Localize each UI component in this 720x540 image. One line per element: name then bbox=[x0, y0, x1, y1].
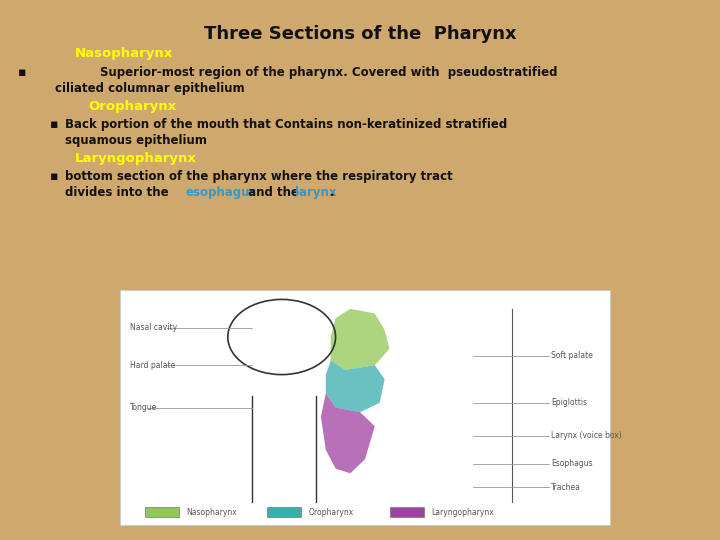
Text: Laryngopharynx: Laryngopharynx bbox=[431, 508, 494, 517]
PathPatch shape bbox=[325, 361, 384, 412]
Text: .: . bbox=[330, 186, 335, 199]
Text: larynx: larynx bbox=[295, 186, 336, 199]
Text: squamous epithelium: squamous epithelium bbox=[65, 134, 207, 147]
PathPatch shape bbox=[330, 309, 390, 370]
Text: ▪: ▪ bbox=[50, 170, 58, 183]
Text: Nasopharynx: Nasopharynx bbox=[75, 47, 174, 60]
Text: Three Sections of the  Pharynx: Three Sections of the Pharynx bbox=[204, 25, 516, 43]
Text: Epiglottis: Epiglottis bbox=[552, 399, 588, 407]
Text: ciliated columnar epithelium: ciliated columnar epithelium bbox=[55, 82, 245, 95]
Text: esophagus: esophagus bbox=[185, 186, 256, 199]
Text: ▪: ▪ bbox=[50, 118, 58, 131]
Text: Nasal cavity: Nasal cavity bbox=[130, 323, 177, 332]
Text: Trachea: Trachea bbox=[552, 483, 581, 492]
Text: Larynx (voice box): Larynx (voice box) bbox=[552, 431, 622, 440]
Text: Oropharynx: Oropharynx bbox=[309, 508, 354, 517]
Text: divides into the: divides into the bbox=[65, 186, 173, 199]
Text: Tongue: Tongue bbox=[130, 403, 157, 412]
Bar bbox=[390, 507, 424, 517]
Text: Superior-most region of the pharynx. Covered with  pseudostratified: Superior-most region of the pharynx. Cov… bbox=[100, 66, 557, 79]
FancyBboxPatch shape bbox=[120, 290, 610, 525]
Bar bbox=[267, 507, 301, 517]
PathPatch shape bbox=[321, 394, 375, 473]
Text: ▪: ▪ bbox=[18, 66, 27, 79]
Text: Soft palate: Soft palate bbox=[552, 352, 593, 360]
Text: Back portion of the mouth that Contains non-keratinized stratified: Back portion of the mouth that Contains … bbox=[65, 118, 508, 131]
Text: Hard palate: Hard palate bbox=[130, 361, 175, 370]
Bar bbox=[145, 507, 179, 517]
Text: bottom section of the pharynx where the respiratory tract: bottom section of the pharynx where the … bbox=[65, 170, 453, 183]
Text: Esophagus: Esophagus bbox=[552, 460, 593, 468]
Text: and the: and the bbox=[244, 186, 303, 199]
Text: Oropharynx: Oropharynx bbox=[88, 100, 176, 113]
Text: Nasopharynx: Nasopharynx bbox=[186, 508, 237, 517]
Text: Laryngopharynx: Laryngopharynx bbox=[75, 152, 197, 165]
